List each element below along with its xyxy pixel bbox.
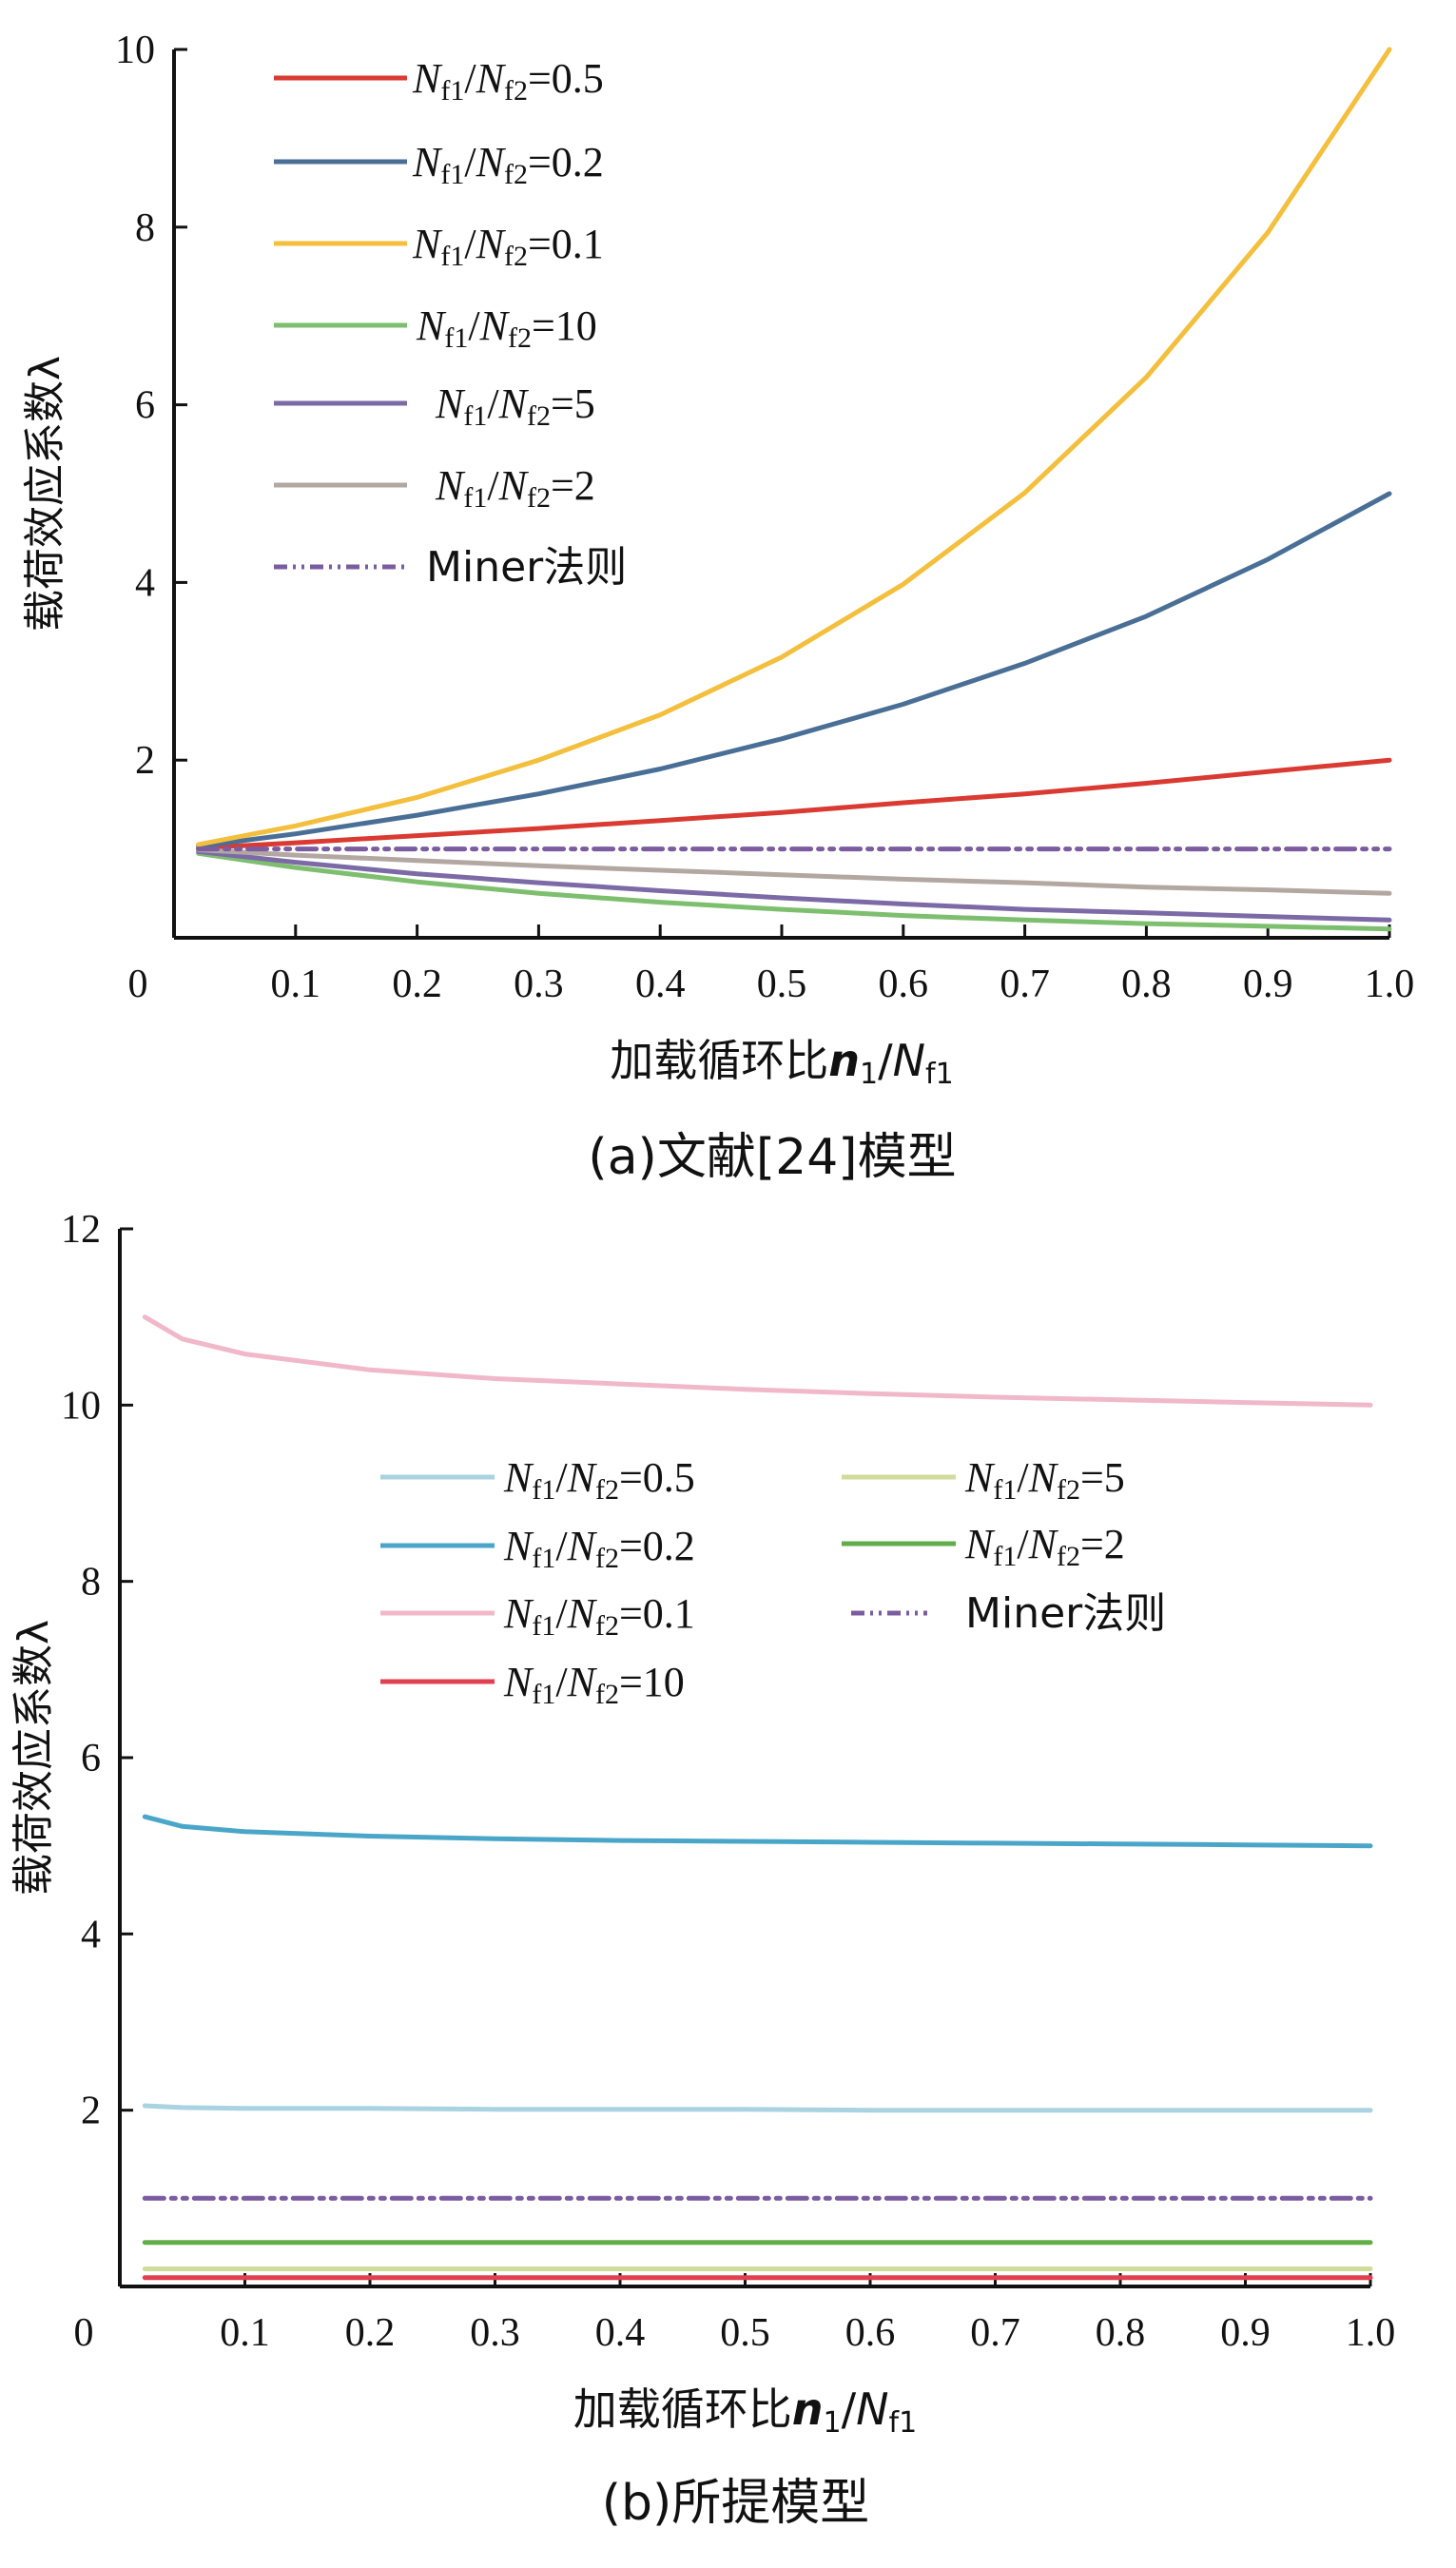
chart-caption: (b)所提模型 (602, 2475, 870, 2532)
series-line (196, 47, 1392, 847)
series-line (142, 2103, 1373, 2113)
x-tick-label: 0.8 (1096, 2311, 1146, 2355)
x-tick-label: 0.1 (220, 2311, 270, 2355)
x-tick-label: 0.9 (1243, 963, 1293, 1006)
origin-label: 0 (74, 2311, 94, 2355)
y-axis-label: 载荷效应系数λ (10, 1620, 58, 1896)
legend-label: Nf1/Nf2=10 (503, 1659, 685, 1710)
y-tick-label: 6 (135, 384, 155, 428)
x-tick-label: 1.0 (1346, 2311, 1396, 2355)
x-tick-label: 0.5 (757, 963, 807, 1006)
series-line (142, 1814, 1373, 1849)
legend-label: Nf1/Nf2=0.5 (412, 55, 604, 107)
y-tick-label: 12 (61, 1208, 101, 1252)
legend-label: Nf1/Nf2=2 (435, 462, 595, 514)
legend-label: Nf1/Nf2=10 (416, 302, 597, 354)
y-tick-label: 6 (81, 1737, 101, 1780)
y-axis-label: 载荷效应系数λ (21, 356, 69, 632)
x-tick-label: 0.2 (345, 2311, 396, 2355)
x-tick-label: 0.8 (1121, 963, 1172, 1006)
legend-label: Nf1/Nf2=0.1 (412, 221, 604, 272)
x-axis-label: 加载循环比n1/Nf1 (573, 2383, 917, 2440)
legend-label: Nf1/Nf2=0.5 (503, 1454, 695, 1506)
y-tick-label: 10 (61, 1384, 101, 1428)
x-axis-label: 加载循环比n1/Nf1 (610, 1035, 953, 1091)
x-tick-label: 0.7 (970, 2311, 1020, 2355)
series-line (196, 491, 1392, 849)
chart-b: 2 4 6 8 10 12 0.1 0.2 0.3 0.4 0.5 0.6 0.7 0.8 0.9 1.0 0 载… (10, 1208, 1395, 2532)
x-tick-label: 0.1 (271, 963, 321, 1006)
legend-label: Miner法则 (965, 1589, 1166, 1638)
y-tick-label: 10 (115, 29, 155, 72)
x-tick-label: 0.3 (514, 963, 564, 1006)
y-tick-label: 2 (81, 2090, 101, 2133)
y-tick-label: 8 (135, 206, 155, 250)
legend-label: Nf1/Nf2=2 (964, 1521, 1125, 1572)
y-tick-label: 2 (135, 739, 155, 783)
legend-label: Miner法则 (426, 543, 627, 592)
chart-a: 2 4 6 8 10 0.1 0.2 0.3 0.4 0.5 0.6 0.7 0.8 0.9 1.0 0 载荷效… (21, 29, 1414, 1186)
y-tick-label: 8 (81, 1561, 101, 1605)
x-tick-label: 0.6 (879, 963, 929, 1006)
origin-label: 0 (128, 963, 148, 1006)
x-tick-label: 1.0 (1365, 963, 1415, 1006)
x-tick-label: 0.2 (392, 963, 442, 1006)
x-tick-label: 0.3 (470, 2311, 520, 2355)
series-line (196, 848, 1392, 923)
legend-label: Nf1/Nf2=0.2 (503, 1523, 695, 1574)
series-line (142, 1314, 1373, 1408)
x-tick-label: 0.4 (595, 2311, 646, 2355)
y-tick-label: 4 (81, 1913, 101, 1956)
legend-label: Nf1/Nf2=0.2 (412, 139, 604, 190)
x-tick-label: 0.9 (1220, 2311, 1271, 2355)
x-tick-label: 0.7 (1000, 963, 1050, 1006)
legend-label: Nf1/Nf2=5 (964, 1454, 1125, 1506)
series-line (196, 757, 1392, 851)
chart-caption: (a)文献[24]模型 (588, 1129, 956, 1186)
legend-label: Nf1/Nf2=5 (435, 380, 595, 432)
y-tick-label: 4 (135, 561, 155, 605)
x-tick-label: 0.5 (720, 2311, 770, 2355)
x-tick-label: 0.6 (845, 2311, 896, 2355)
legend-label: Nf1/Nf2=0.1 (503, 1590, 695, 1642)
x-tick-label: 0.4 (635, 963, 686, 1006)
series-line (196, 847, 1392, 896)
series-line (196, 850, 1392, 932)
